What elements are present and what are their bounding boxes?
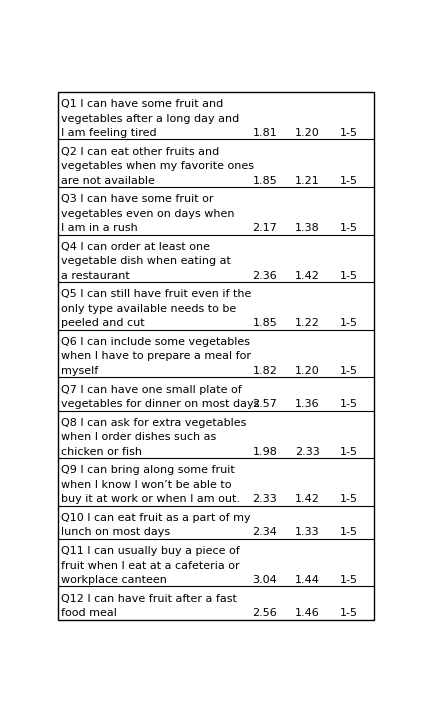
Text: 1.82: 1.82 [252,366,277,376]
Text: Q5 I can still have fruit even if the: Q5 I can still have fruit even if the [61,290,251,299]
Text: myself: myself [61,366,98,376]
Text: vegetable dish when eating at: vegetable dish when eating at [61,256,230,266]
Text: 1.46: 1.46 [295,608,320,618]
Text: 1.36: 1.36 [295,399,320,409]
Text: chicken or fish: chicken or fish [61,447,141,456]
Text: 1.44: 1.44 [295,575,320,585]
Text: 1-5: 1-5 [340,494,358,505]
Text: vegetables after a long day and: vegetables after a long day and [61,114,239,124]
Text: Q8 I can ask for extra vegetables: Q8 I can ask for extra vegetables [61,418,246,428]
Text: 1.21: 1.21 [295,175,320,186]
Text: 1.20: 1.20 [295,366,320,376]
Text: Q6 I can include some vegetables: Q6 I can include some vegetables [61,337,250,347]
Text: workplace canteen: workplace canteen [61,575,166,585]
Text: Q11 I can usually buy a piece of: Q11 I can usually buy a piece of [61,546,240,556]
Text: 1.98: 1.98 [252,447,277,456]
Text: fruit when I eat at a cafeteria or: fruit when I eat at a cafeteria or [61,561,239,571]
Text: 1.20: 1.20 [295,128,320,138]
Text: 1-5: 1-5 [340,608,358,618]
Text: 1.38: 1.38 [295,223,320,233]
Text: Q7 I can have one small plate of: Q7 I can have one small plate of [61,384,241,395]
Text: Q12 I can have fruit after a fast: Q12 I can have fruit after a fast [61,593,237,604]
Text: 3.04: 3.04 [253,575,277,585]
Text: 2.57: 2.57 [252,399,277,409]
Text: I am feeling tired: I am feeling tired [61,128,156,138]
Text: 1-5: 1-5 [340,223,358,233]
Text: 1-5: 1-5 [340,366,358,376]
Text: 2.34: 2.34 [252,527,277,537]
Text: Q10 I can eat fruit as a part of my: Q10 I can eat fruit as a part of my [61,513,250,523]
Text: 1-5: 1-5 [340,575,358,585]
Text: I am in a rush: I am in a rush [61,223,137,233]
Text: Q4 I can order at least one: Q4 I can order at least one [61,242,210,252]
Text: Q1 I can have some fruit and: Q1 I can have some fruit and [61,99,223,109]
Text: 2.36: 2.36 [253,271,277,281]
Text: 1-5: 1-5 [340,128,358,138]
Text: 2.33: 2.33 [253,494,277,505]
Text: a restaurant: a restaurant [61,271,129,281]
Text: 2.56: 2.56 [253,608,277,618]
Text: Q9 I can bring along some fruit: Q9 I can bring along some fruit [61,465,234,475]
Text: 1.85: 1.85 [253,175,277,186]
Text: 2.33: 2.33 [295,447,320,456]
Text: 1.81: 1.81 [253,128,277,138]
Text: 1.42: 1.42 [295,494,320,505]
Text: 2.17: 2.17 [252,223,277,233]
Text: 1.22: 1.22 [295,318,320,328]
Text: 1-5: 1-5 [340,271,358,281]
Text: are not available: are not available [61,175,155,186]
Text: only type available needs to be: only type available needs to be [61,304,236,314]
Text: 1-5: 1-5 [340,447,358,456]
Text: food meal: food meal [61,608,117,618]
Text: when I know I won’t be able to: when I know I won’t be able to [61,480,231,490]
Text: 1-5: 1-5 [340,399,358,409]
Text: 1.85: 1.85 [253,318,277,328]
Text: 1.33: 1.33 [295,527,320,537]
Text: lunch on most days: lunch on most days [61,527,170,537]
Text: when I order dishes such as: when I order dishes such as [61,432,216,442]
Text: vegetables when my favorite ones: vegetables when my favorite ones [61,161,253,171]
Text: Q3 I can have some fruit or: Q3 I can have some fruit or [61,194,213,205]
Text: buy it at work or when I am out.: buy it at work or when I am out. [61,494,240,505]
Text: Q2 I can eat other fruits and: Q2 I can eat other fruits and [61,146,219,157]
Text: vegetables for dinner on most days: vegetables for dinner on most days [61,399,259,409]
Text: 1.42: 1.42 [295,271,320,281]
Text: vegetables even on days when: vegetables even on days when [61,209,234,218]
Text: 1-5: 1-5 [340,527,358,537]
Text: 1-5: 1-5 [340,318,358,328]
Text: peeled and cut: peeled and cut [61,318,144,328]
Text: 1-5: 1-5 [340,175,358,186]
Text: when I have to prepare a meal for: when I have to prepare a meal for [61,352,250,361]
